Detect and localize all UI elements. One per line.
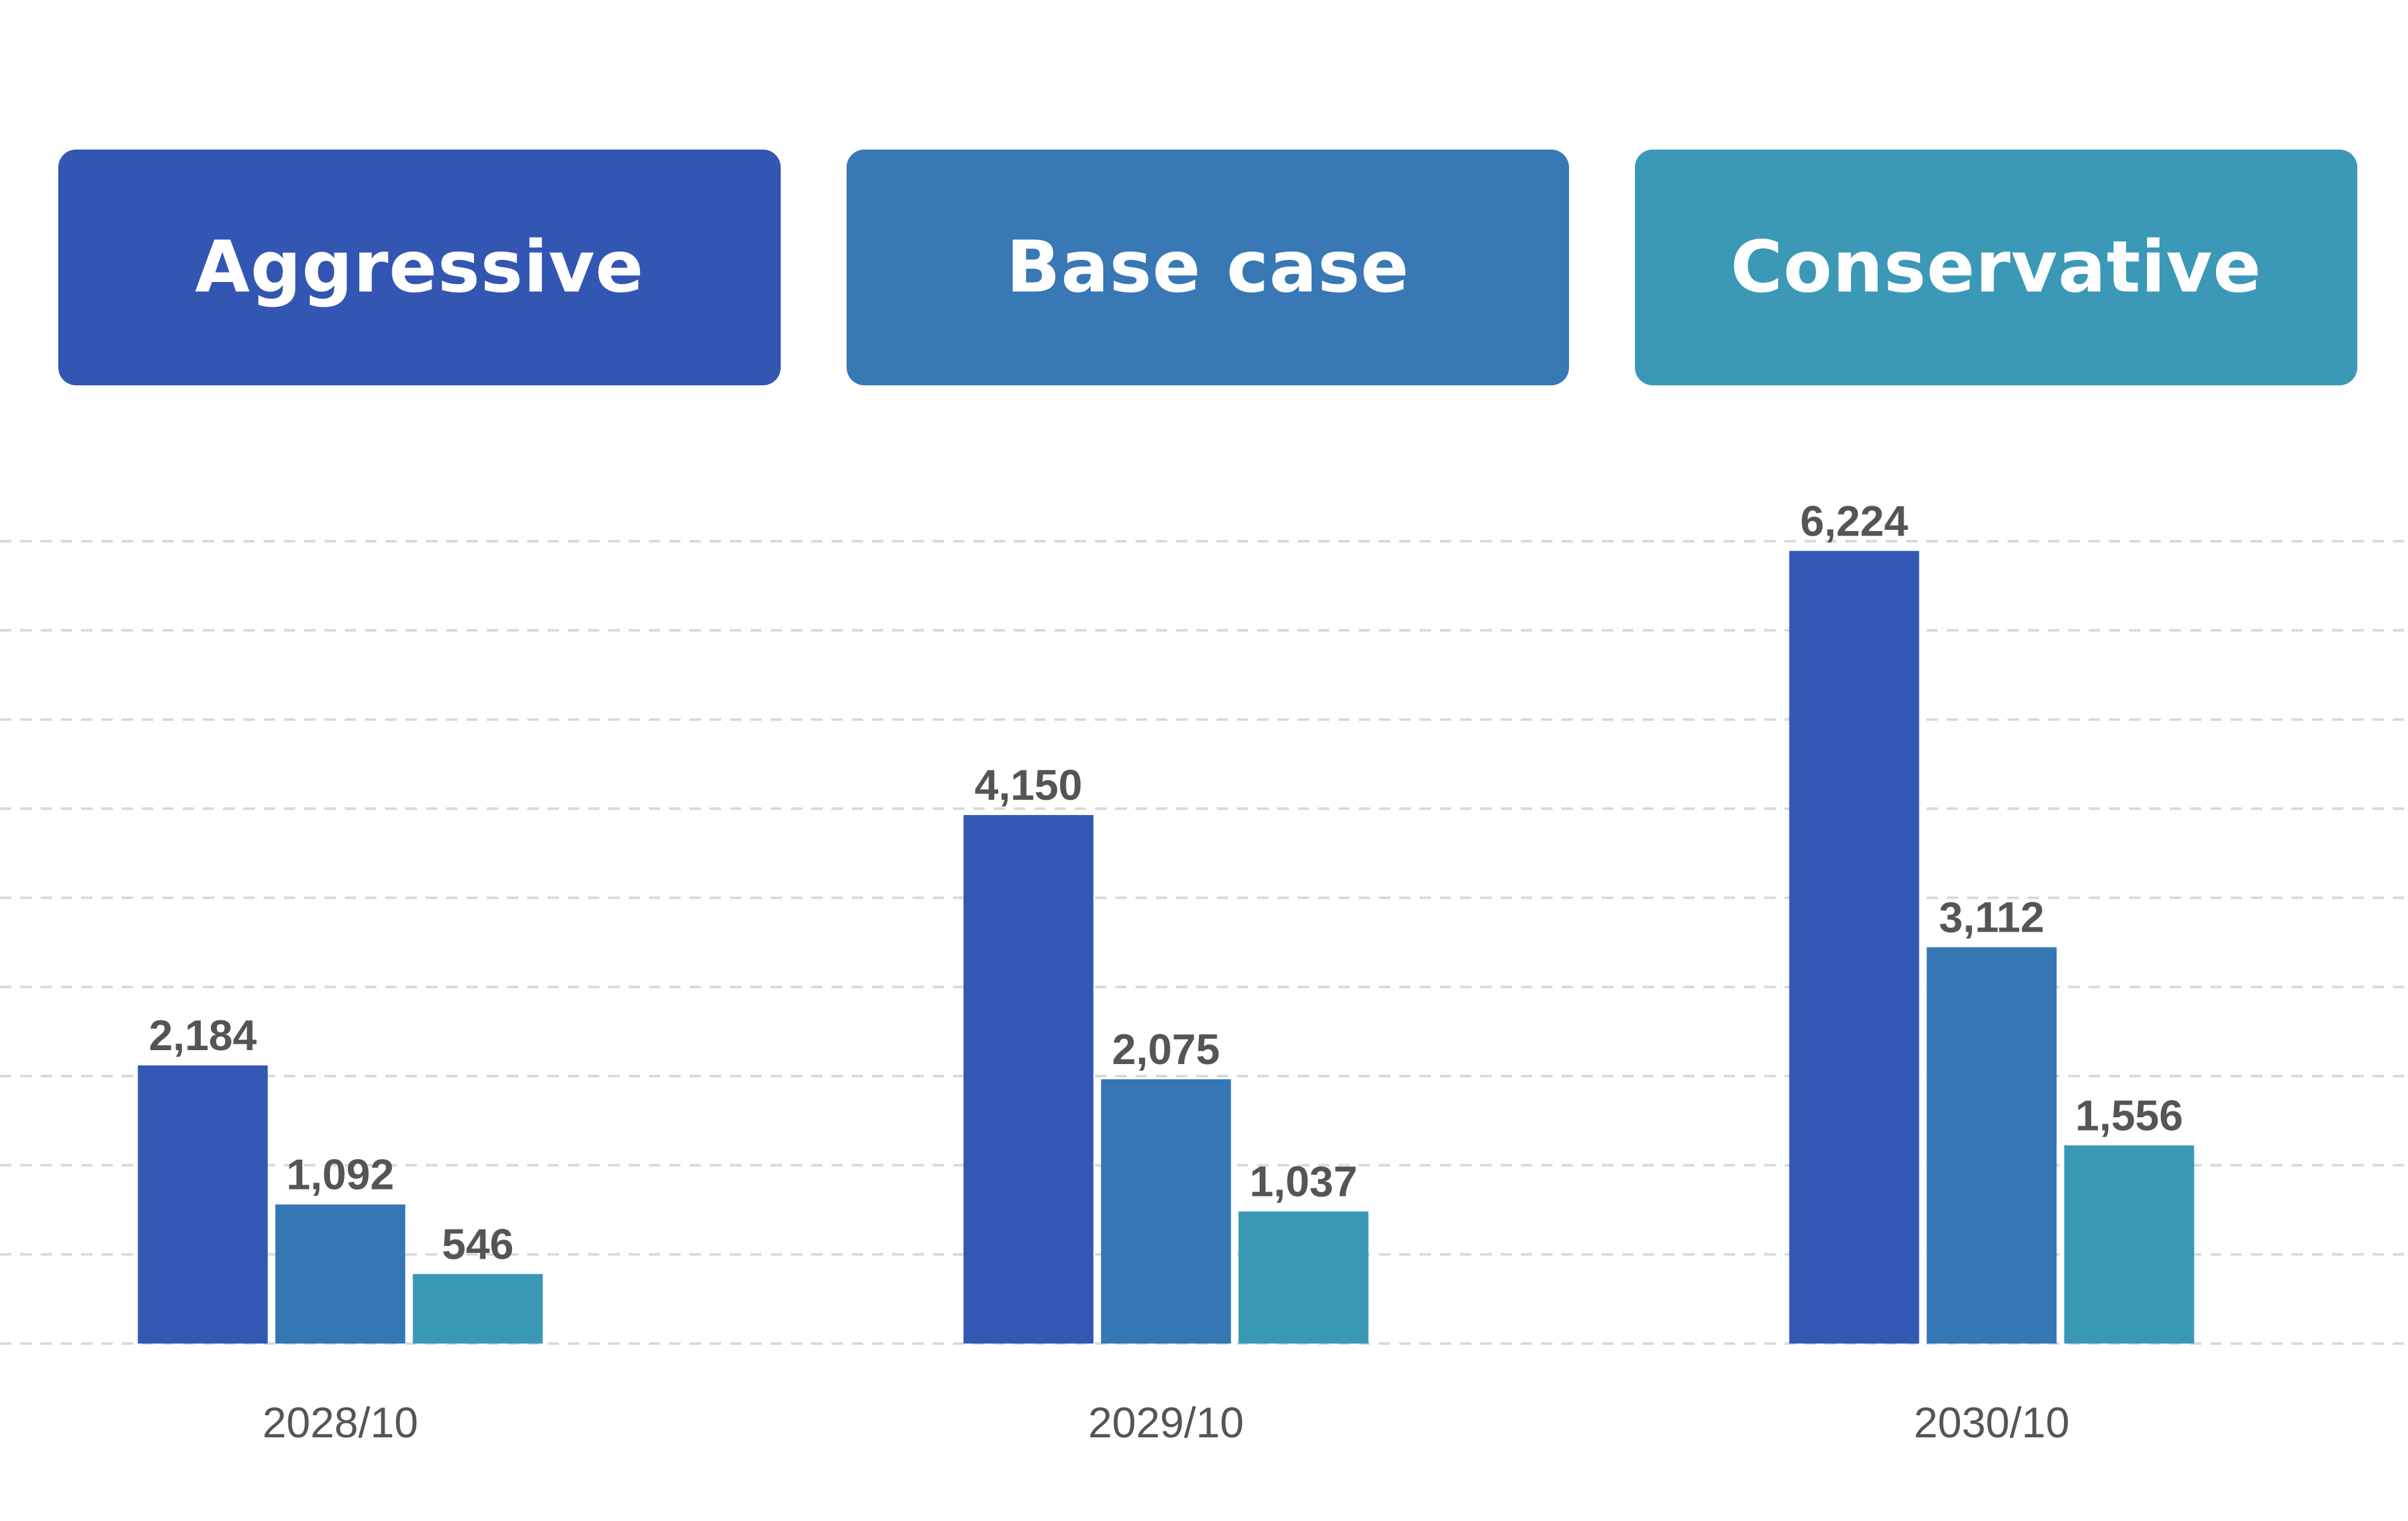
x-tick-label: 2029/10 bbox=[1088, 1399, 1244, 1447]
legend-base-case: Base case bbox=[847, 150, 1569, 385]
data-label: 3,112 bbox=[1939, 894, 2044, 942]
x-tick-label: 2030/10 bbox=[1914, 1399, 2070, 1447]
bar-base-case-2029-10 bbox=[1101, 1079, 1231, 1344]
x-tick-label: 2028/10 bbox=[262, 1399, 418, 1447]
data-label: 1,556 bbox=[2075, 1091, 2183, 1139]
bar-aggressive-2029-10 bbox=[963, 815, 1094, 1344]
legend-aggressive: Aggressive bbox=[58, 150, 781, 385]
data-label: 6,224 bbox=[1800, 497, 1908, 545]
x-axis-ticks: 2028/10 2029/10 2030/10 bbox=[262, 1399, 2070, 1447]
bar-base-case-2028-10 bbox=[275, 1204, 406, 1344]
bar-conservative-2028-10 bbox=[413, 1274, 543, 1344]
bar-aggressive-2030-10 bbox=[1789, 551, 1919, 1344]
chart-legend: Aggressive Base case Conservative bbox=[58, 150, 2357, 385]
bar-conservative-2029-10 bbox=[1238, 1211, 1369, 1344]
data-labels: 2,184 1,092 546 4,150 2,075 1,037 6,224 3,112 1,… bbox=[149, 497, 2183, 1268]
bar-aggressive-2028-10 bbox=[138, 1065, 268, 1344]
bars bbox=[138, 551, 2194, 1344]
bar-base-case-2030-10 bbox=[1926, 947, 2057, 1344]
data-label: 546 bbox=[442, 1220, 513, 1268]
data-label: 1,092 bbox=[286, 1151, 394, 1199]
legend-conservative: Conservative bbox=[1635, 150, 2357, 385]
bar-conservative-2030-10 bbox=[2064, 1145, 2194, 1344]
data-label: 4,150 bbox=[975, 761, 1082, 809]
data-label: 2,184 bbox=[149, 1011, 257, 1060]
data-label: 2,075 bbox=[1112, 1025, 1220, 1074]
data-label: 1,037 bbox=[1250, 1158, 1357, 1206]
